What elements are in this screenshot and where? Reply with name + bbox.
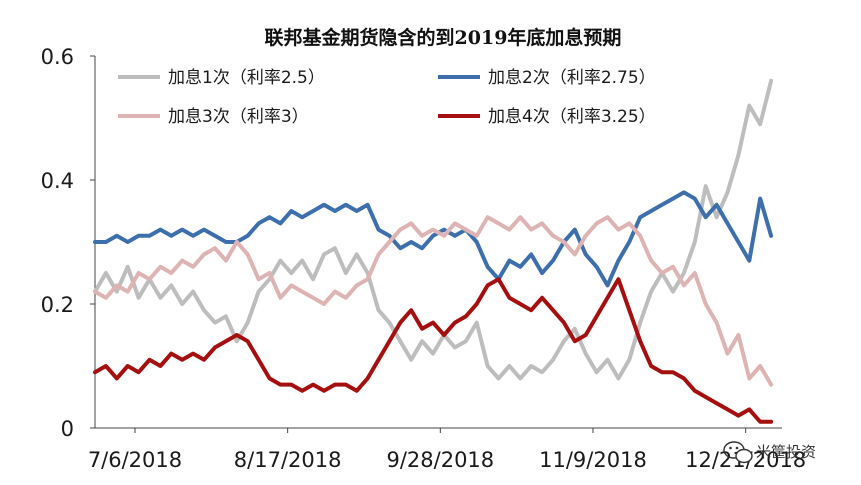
y-tick-label: 0.2	[41, 293, 74, 317]
series-line-4	[93, 277, 774, 424]
legend-label-4: 加息4次（利率3.25）	[488, 107, 656, 127]
watermark: 米筐投资	[723, 441, 816, 464]
y-tick-label: 0.4	[41, 169, 74, 193]
series-line-3	[93, 215, 774, 387]
watermark-text: 米筐投资	[756, 443, 816, 461]
chart-title: 联邦基金期货隐含的到2019年底加息预期	[265, 26, 622, 49]
x-tick-label: 7/6/2018	[88, 448, 182, 472]
y-axis: 0 0.2 0.4 0.6	[41, 45, 96, 441]
x-axis: 7/6/20188/17/20189/28/201811/9/201812/21…	[88, 427, 806, 472]
series-line-2	[93, 190, 774, 288]
legend: 加息1次（利率2.5） 加息2次（利率2.75） 加息3次（利率3） 加息4次（利率3…	[118, 68, 656, 127]
x-tick-label: 8/17/2018	[234, 448, 342, 472]
x-tick-label: 9/28/2018	[386, 448, 494, 472]
series-line-1	[93, 78, 774, 381]
x-tick-label: 11/9/2018	[539, 448, 647, 472]
wechat-icon	[723, 441, 753, 464]
plot-area	[93, 78, 774, 424]
y-tick-label: 0	[61, 417, 74, 441]
legend-label-2: 加息2次（利率2.75）	[488, 68, 656, 88]
legend-label-1: 加息1次（利率2.5）	[168, 68, 325, 88]
legend-label-3: 加息3次（利率3）	[168, 107, 309, 127]
y-tick-label: 0.6	[41, 45, 74, 69]
